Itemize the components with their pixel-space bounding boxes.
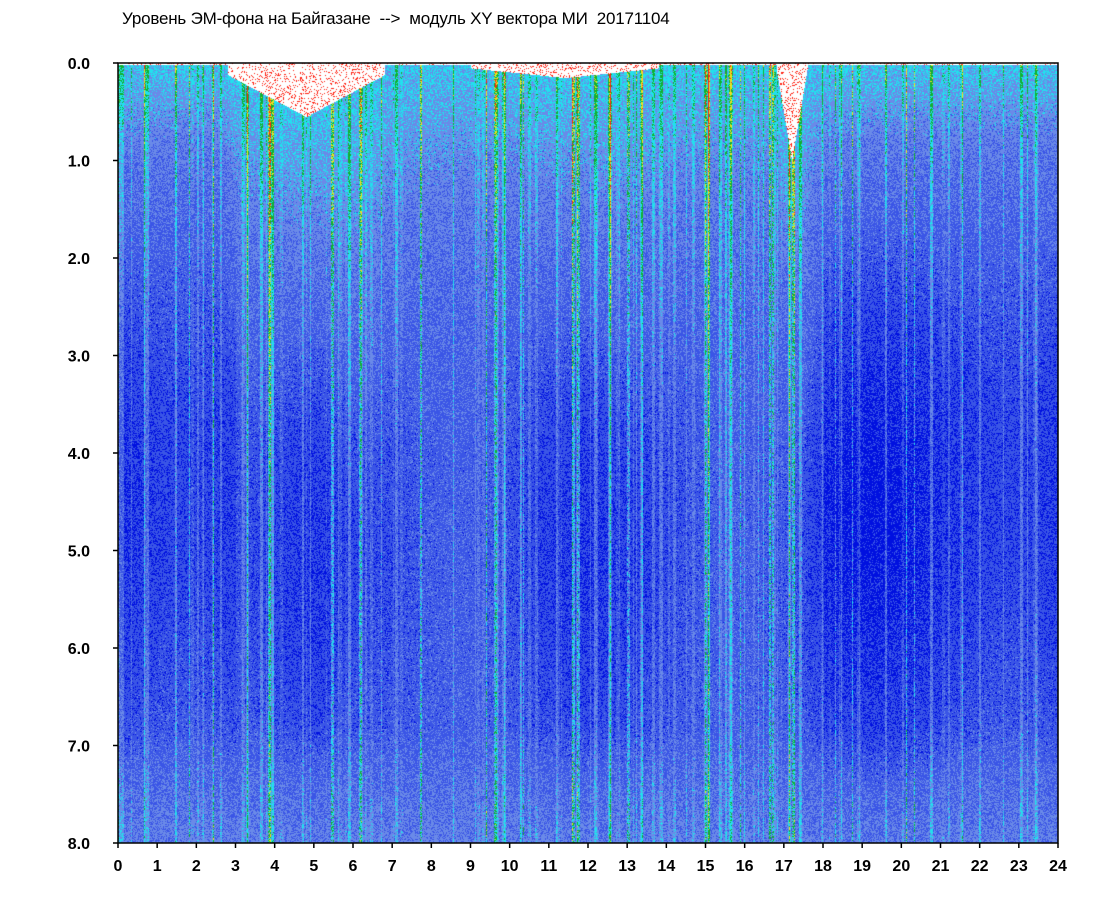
y-tick-label: 4.0 — [68, 446, 90, 463]
x-tick-label: 14 — [657, 858, 675, 875]
x-tick-label: 7 — [388, 858, 397, 875]
y-tick-label: 1.0 — [68, 154, 90, 171]
y-tick-label: 5.0 — [68, 544, 90, 561]
x-tick-label: 13 — [618, 858, 636, 875]
x-tick-label: 4 — [270, 858, 279, 875]
y-tick-label: 2.0 — [68, 251, 90, 268]
x-tick-label: 21 — [932, 858, 950, 875]
x-tick-label: 1 — [153, 858, 162, 875]
spectrogram-heatmap — [118, 63, 1058, 843]
x-axis-ticks: 0 1 2 3 4 5 6 7 8 9 10 11 12 13 14 15 16 17 18 19 20 21 22 23 24 — [114, 843, 1067, 875]
y-tick-label: 3.0 — [68, 349, 90, 366]
x-tick-label: 19 — [853, 858, 871, 875]
x-tick-label: 24 — [1049, 858, 1067, 875]
x-tick-label: 10 — [501, 858, 519, 875]
y-tick-label: 7.0 — [68, 739, 90, 756]
x-tick-label: 6 — [349, 858, 358, 875]
spectrogram-image-layer — [118, 63, 1058, 843]
x-tick-label: 8 — [427, 858, 436, 875]
x-tick-label: 12 — [579, 858, 597, 875]
y-tick-label: 0.0 — [68, 56, 90, 73]
x-tick-label: 18 — [814, 858, 832, 875]
x-tick-label: 11 — [540, 858, 557, 875]
x-tick-label: 9 — [466, 858, 475, 875]
y-axis-ticks: 0.0 1.0 2.0 3.0 4.0 5.0 6.0 7.0 8.0 — [68, 56, 118, 853]
y-tick-label: 8.0 — [68, 836, 90, 853]
x-tick-label: 3 — [231, 858, 240, 875]
y-tick-label: 6.0 — [68, 641, 90, 658]
x-tick-label: 5 — [309, 858, 318, 875]
x-tick-label: 15 — [697, 858, 715, 875]
x-tick-label: 2 — [192, 858, 201, 875]
x-tick-label: 20 — [892, 858, 910, 875]
chart-title: Уровень ЭМ-фона на Байгазане --> модуль … — [122, 9, 670, 28]
x-tick-label: 23 — [1010, 858, 1028, 875]
x-tick-label: 17 — [775, 858, 793, 875]
x-tick-label: 0 — [114, 858, 123, 875]
x-tick-label: 16 — [736, 858, 754, 875]
x-tick-label: 22 — [971, 858, 989, 875]
